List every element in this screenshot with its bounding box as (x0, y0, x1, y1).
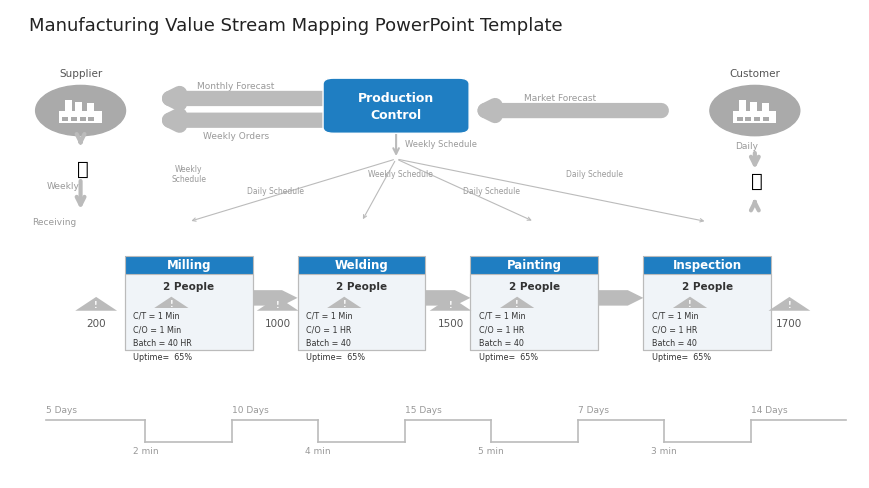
Polygon shape (154, 297, 189, 308)
Text: 5 min: 5 min (478, 446, 503, 455)
FancyBboxPatch shape (470, 256, 598, 274)
FancyBboxPatch shape (470, 274, 598, 350)
Text: !: ! (514, 300, 518, 308)
FancyBboxPatch shape (80, 118, 86, 122)
FancyBboxPatch shape (297, 256, 425, 274)
FancyBboxPatch shape (76, 102, 83, 111)
Text: 🚚: 🚚 (750, 172, 761, 191)
Text: Daily Schedule: Daily Schedule (246, 186, 303, 195)
FancyBboxPatch shape (736, 118, 742, 122)
Text: 1000: 1000 (264, 318, 290, 328)
FancyBboxPatch shape (59, 111, 102, 123)
Polygon shape (598, 290, 642, 306)
Polygon shape (75, 297, 117, 311)
Text: Daily: Daily (733, 142, 757, 151)
Text: Painting: Painting (507, 259, 561, 272)
Text: Weekly Orders: Weekly Orders (202, 132, 269, 141)
Text: !: ! (687, 300, 691, 308)
Text: Manufacturing Value Stream Mapping PowerPoint Template: Manufacturing Value Stream Mapping Power… (29, 17, 561, 35)
Text: Market Forecast: Market Forecast (524, 94, 596, 102)
FancyBboxPatch shape (71, 118, 77, 122)
Text: !: ! (94, 300, 98, 309)
Text: Weekly: Weekly (47, 181, 80, 190)
Text: 200: 200 (86, 318, 106, 328)
Text: 2 People: 2 People (508, 282, 560, 291)
Text: 3 min: 3 min (651, 446, 676, 455)
Polygon shape (425, 290, 470, 306)
FancyBboxPatch shape (89, 118, 95, 122)
Text: 10 Days: 10 Days (232, 406, 269, 414)
FancyBboxPatch shape (322, 79, 468, 134)
Polygon shape (672, 297, 706, 308)
Polygon shape (767, 297, 809, 311)
FancyBboxPatch shape (761, 104, 768, 111)
Text: Monthly Forecast: Monthly Forecast (197, 81, 275, 91)
Text: Supplier: Supplier (59, 69, 102, 79)
Text: 5 Days: 5 Days (46, 406, 77, 414)
FancyBboxPatch shape (642, 256, 771, 274)
Text: Weekly
Schedule: Weekly Schedule (171, 164, 206, 183)
Text: 14 Days: 14 Days (750, 406, 786, 414)
Text: 1700: 1700 (775, 318, 801, 328)
Circle shape (709, 86, 799, 137)
Text: Welding: Welding (335, 259, 388, 272)
Text: Weekly Schedule: Weekly Schedule (368, 169, 433, 178)
Text: 2 People: 2 People (335, 282, 387, 291)
Text: C/T = 1 Min
C/O = 1 HR
Batch = 40
Uptime=  65%: C/T = 1 Min C/O = 1 HR Batch = 40 Uptime… (479, 310, 538, 361)
FancyBboxPatch shape (124, 274, 252, 350)
Text: 15 Days: 15 Days (404, 406, 441, 414)
FancyBboxPatch shape (745, 118, 751, 122)
Text: Daily Schedule: Daily Schedule (566, 169, 623, 179)
FancyBboxPatch shape (642, 274, 771, 350)
Text: C/T = 1 Min
C/O = 1 Min
Batch = 40 HR
Uptime=  65%: C/T = 1 Min C/O = 1 Min Batch = 40 HR Up… (133, 310, 192, 361)
FancyBboxPatch shape (753, 118, 760, 122)
Text: C/T = 1 Min
C/O = 1 HR
Batch = 40
Uptime=  65%: C/T = 1 Min C/O = 1 HR Batch = 40 Uptime… (306, 310, 365, 361)
Text: Customer: Customer (728, 69, 779, 79)
Text: !: ! (275, 300, 279, 309)
Text: !: ! (342, 300, 346, 308)
FancyBboxPatch shape (88, 104, 95, 111)
Text: 2 min: 2 min (132, 446, 158, 455)
FancyBboxPatch shape (733, 111, 775, 123)
FancyBboxPatch shape (65, 101, 72, 111)
FancyBboxPatch shape (762, 118, 768, 122)
Text: Inspection: Inspection (672, 259, 741, 272)
FancyBboxPatch shape (739, 101, 746, 111)
Text: 2 People: 2 People (681, 282, 732, 291)
Circle shape (36, 86, 125, 137)
Text: C/T = 1 Min
C/O = 1 HR
Batch = 40
Uptime=  65%: C/T = 1 Min C/O = 1 HR Batch = 40 Uptime… (651, 310, 710, 361)
Text: Receiving: Receiving (32, 218, 76, 226)
Text: 7 Days: 7 Days (577, 406, 608, 414)
Text: 1500: 1500 (437, 318, 463, 328)
FancyBboxPatch shape (297, 274, 425, 350)
Text: 4 min: 4 min (305, 446, 331, 455)
Polygon shape (327, 297, 361, 308)
Polygon shape (429, 297, 471, 311)
Text: !: ! (448, 300, 452, 309)
Text: !: ! (786, 300, 790, 309)
FancyBboxPatch shape (63, 118, 69, 122)
FancyBboxPatch shape (124, 256, 252, 274)
Text: Daily Schedule: Daily Schedule (462, 186, 519, 195)
Polygon shape (256, 297, 298, 311)
Text: Production
Control: Production Control (357, 92, 434, 122)
FancyBboxPatch shape (749, 102, 756, 111)
Text: 2 People: 2 People (163, 282, 214, 291)
Polygon shape (500, 297, 534, 308)
Polygon shape (252, 290, 297, 306)
Text: Milling: Milling (166, 259, 210, 272)
Text: 🚚: 🚚 (77, 160, 89, 179)
Text: !: ! (169, 300, 173, 308)
Text: Weekly Schedule: Weekly Schedule (404, 140, 476, 148)
